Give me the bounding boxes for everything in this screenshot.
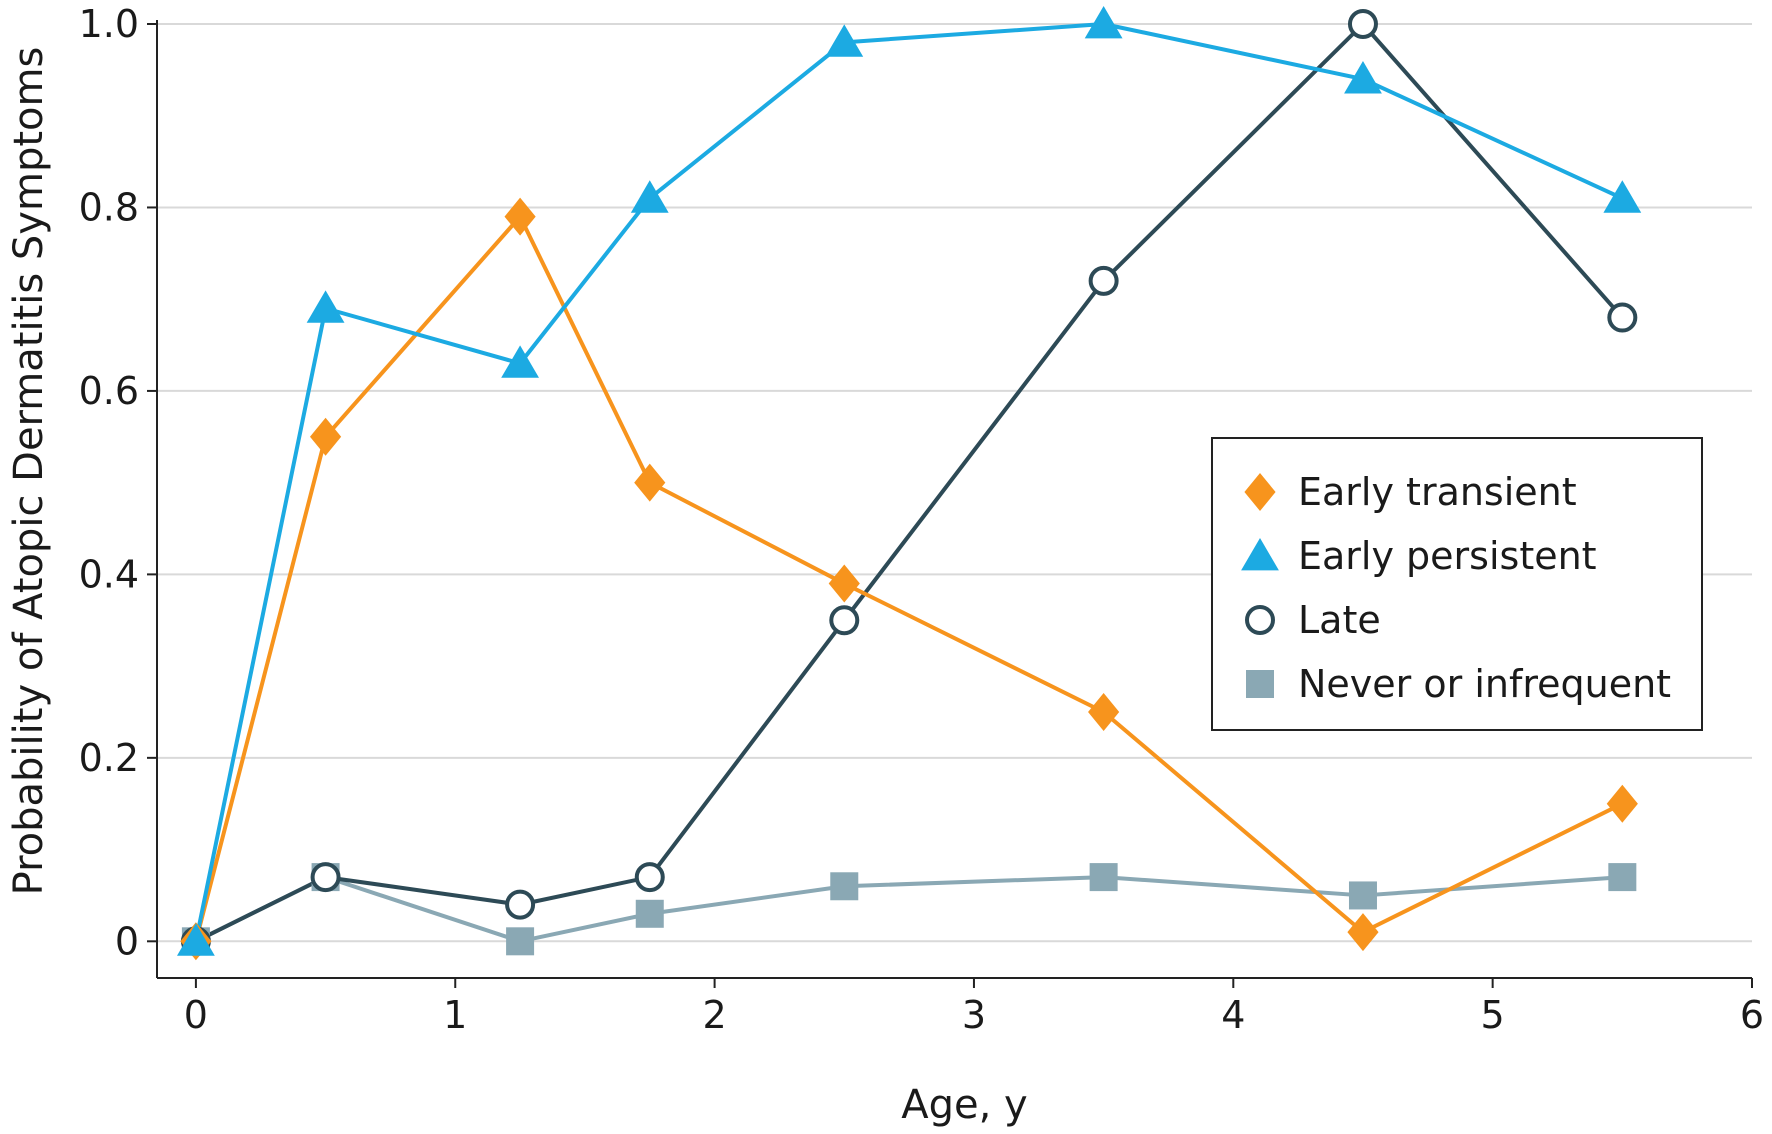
data-point-early-persistent	[177, 923, 215, 956]
x-tick-label: 5	[1481, 993, 1505, 1037]
x-tick-label: 1	[443, 993, 467, 1037]
data-point-late	[1607, 302, 1638, 333]
axes: 0 0.2 0.4 0.6 0.8 1.0 0 1 2 3 4 5 6 Age, y Probability…	[6, 2, 1764, 1128]
series-line-never-or-infrequent	[195, 875, 1623, 944]
data-point-early-transient	[309, 417, 342, 456]
data-point-early-transient	[828, 564, 860, 603]
x-tick-label: 3	[962, 993, 986, 1037]
legend-label-never-or-infrequent: Never or infrequent	[1298, 662, 1671, 706]
y-tick-label: 0.6	[79, 369, 139, 413]
y-axis-title: Probability of Atopic Dermatitis Symptom…	[6, 47, 52, 896]
legend-label-early-transient: Early transient	[1298, 470, 1577, 514]
data-point-early-transient	[634, 463, 666, 502]
legend-box	[1211, 437, 1703, 731]
x-axis-title: Age, y	[901, 1082, 1027, 1128]
series-lines	[193, 22, 1624, 944]
legend-marker-early-transient	[1244, 473, 1276, 511]
data-point-never-or-infrequent	[1608, 863, 1637, 892]
data-point-never-or-infrequent	[635, 899, 664, 928]
data-point-late	[1347, 9, 1378, 39]
y-tick-label: 0.4	[79, 552, 139, 596]
legend-label-early-persistent: Early persistent	[1298, 534, 1597, 578]
data-point-early-persistent	[501, 345, 539, 378]
series-line-early-persistent	[193, 22, 1624, 942]
data-point-early-transient	[1606, 784, 1638, 823]
data-point-early-persistent	[630, 180, 669, 213]
data-point-never-or-infrequent	[830, 872, 859, 901]
data-point-never-or-infrequent	[1348, 881, 1377, 910]
data-point-late	[634, 862, 665, 893]
series-markers	[177, 6, 1642, 961]
data-point-early-persistent	[825, 24, 864, 57]
data-point-late	[310, 862, 341, 893]
data-point-early-persistent	[306, 290, 345, 323]
y-tick-label: 1.0	[79, 2, 139, 46]
legend-marker-late	[1245, 605, 1275, 635]
x-tick-label: 4	[1221, 993, 1245, 1037]
x-tick-label: 6	[1740, 993, 1764, 1037]
gridlines	[157, 23, 1752, 943]
x-tick-label: 0	[184, 993, 208, 1037]
data-point-late	[829, 605, 860, 636]
data-point-early-transient	[504, 197, 536, 236]
data-point-never-or-infrequent	[1089, 863, 1118, 892]
data-point-early-persistent	[1084, 6, 1123, 39]
x-tick-label: 2	[703, 993, 727, 1037]
legend-label-late: Late	[1298, 598, 1381, 642]
data-point-late	[505, 889, 536, 920]
data-point-early-persistent	[1344, 61, 1382, 94]
series-line-late	[195, 22, 1624, 944]
data-point-early-transient	[1088, 692, 1120, 731]
data-point-early-persistent	[1603, 180, 1642, 213]
legend: Early transient Early persistent Late Never…	[1211, 437, 1703, 731]
legend-marker-early-persistent	[1241, 538, 1279, 571]
y-tick-label: 0.8	[79, 185, 139, 229]
series-line-early-transient	[193, 214, 1624, 942]
data-point-early-transient	[1347, 913, 1379, 952]
data-point-late	[1088, 265, 1119, 296]
y-tick-label: 0.2	[79, 736, 139, 780]
legend-marker-never-or-infrequent	[1246, 670, 1274, 698]
data-point-never-or-infrequent	[506, 927, 535, 956]
y-tick-label: 0	[115, 919, 139, 963]
